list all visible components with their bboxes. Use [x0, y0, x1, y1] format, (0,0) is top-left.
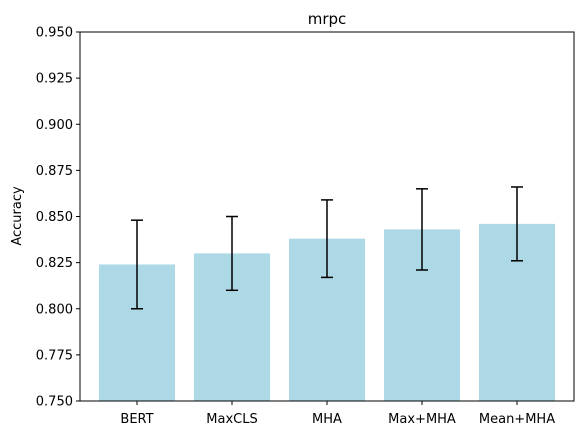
y-tick-label: 0.775	[36, 348, 73, 363]
y-tick-label: 0.875	[36, 164, 73, 179]
plot-frame	[79, 31, 575, 402]
error-bar	[131, 219, 143, 310]
y-axis-title: Accuracy	[10, 186, 25, 246]
y-tick-label: 0.800	[36, 302, 73, 317]
error-bars	[131, 186, 523, 310]
y-tick-label: 0.950	[36, 26, 73, 41]
x-tick-label: MHA	[312, 412, 342, 427]
x-tick-label: BERT	[120, 412, 153, 427]
x-tick-label: Mean+MHA	[479, 412, 555, 427]
error-bar	[416, 188, 428, 271]
x-tick-label: Max+MHA	[388, 412, 456, 427]
x-tick-label: MaxCLS	[206, 412, 257, 427]
error-bar	[321, 199, 333, 279]
y-tick-label: 0.925	[36, 72, 73, 87]
y-axis: 0.750 0.775 0.800 0.825 0.850 0.875 0.900 0.925…	[36, 26, 80, 410]
y-tick-label: 0.750	[36, 395, 73, 410]
x-axis: BERT MaxCLS MHA Max+MHA Mean+MHA	[120, 401, 555, 427]
y-tick-label: 0.850	[36, 210, 73, 225]
error-bar	[511, 186, 523, 262]
error-bar	[226, 215, 238, 292]
chart-title: mrpc	[308, 10, 347, 28]
y-tick-label: 0.900	[36, 118, 73, 133]
y-tick-label: 0.825	[36, 256, 73, 271]
